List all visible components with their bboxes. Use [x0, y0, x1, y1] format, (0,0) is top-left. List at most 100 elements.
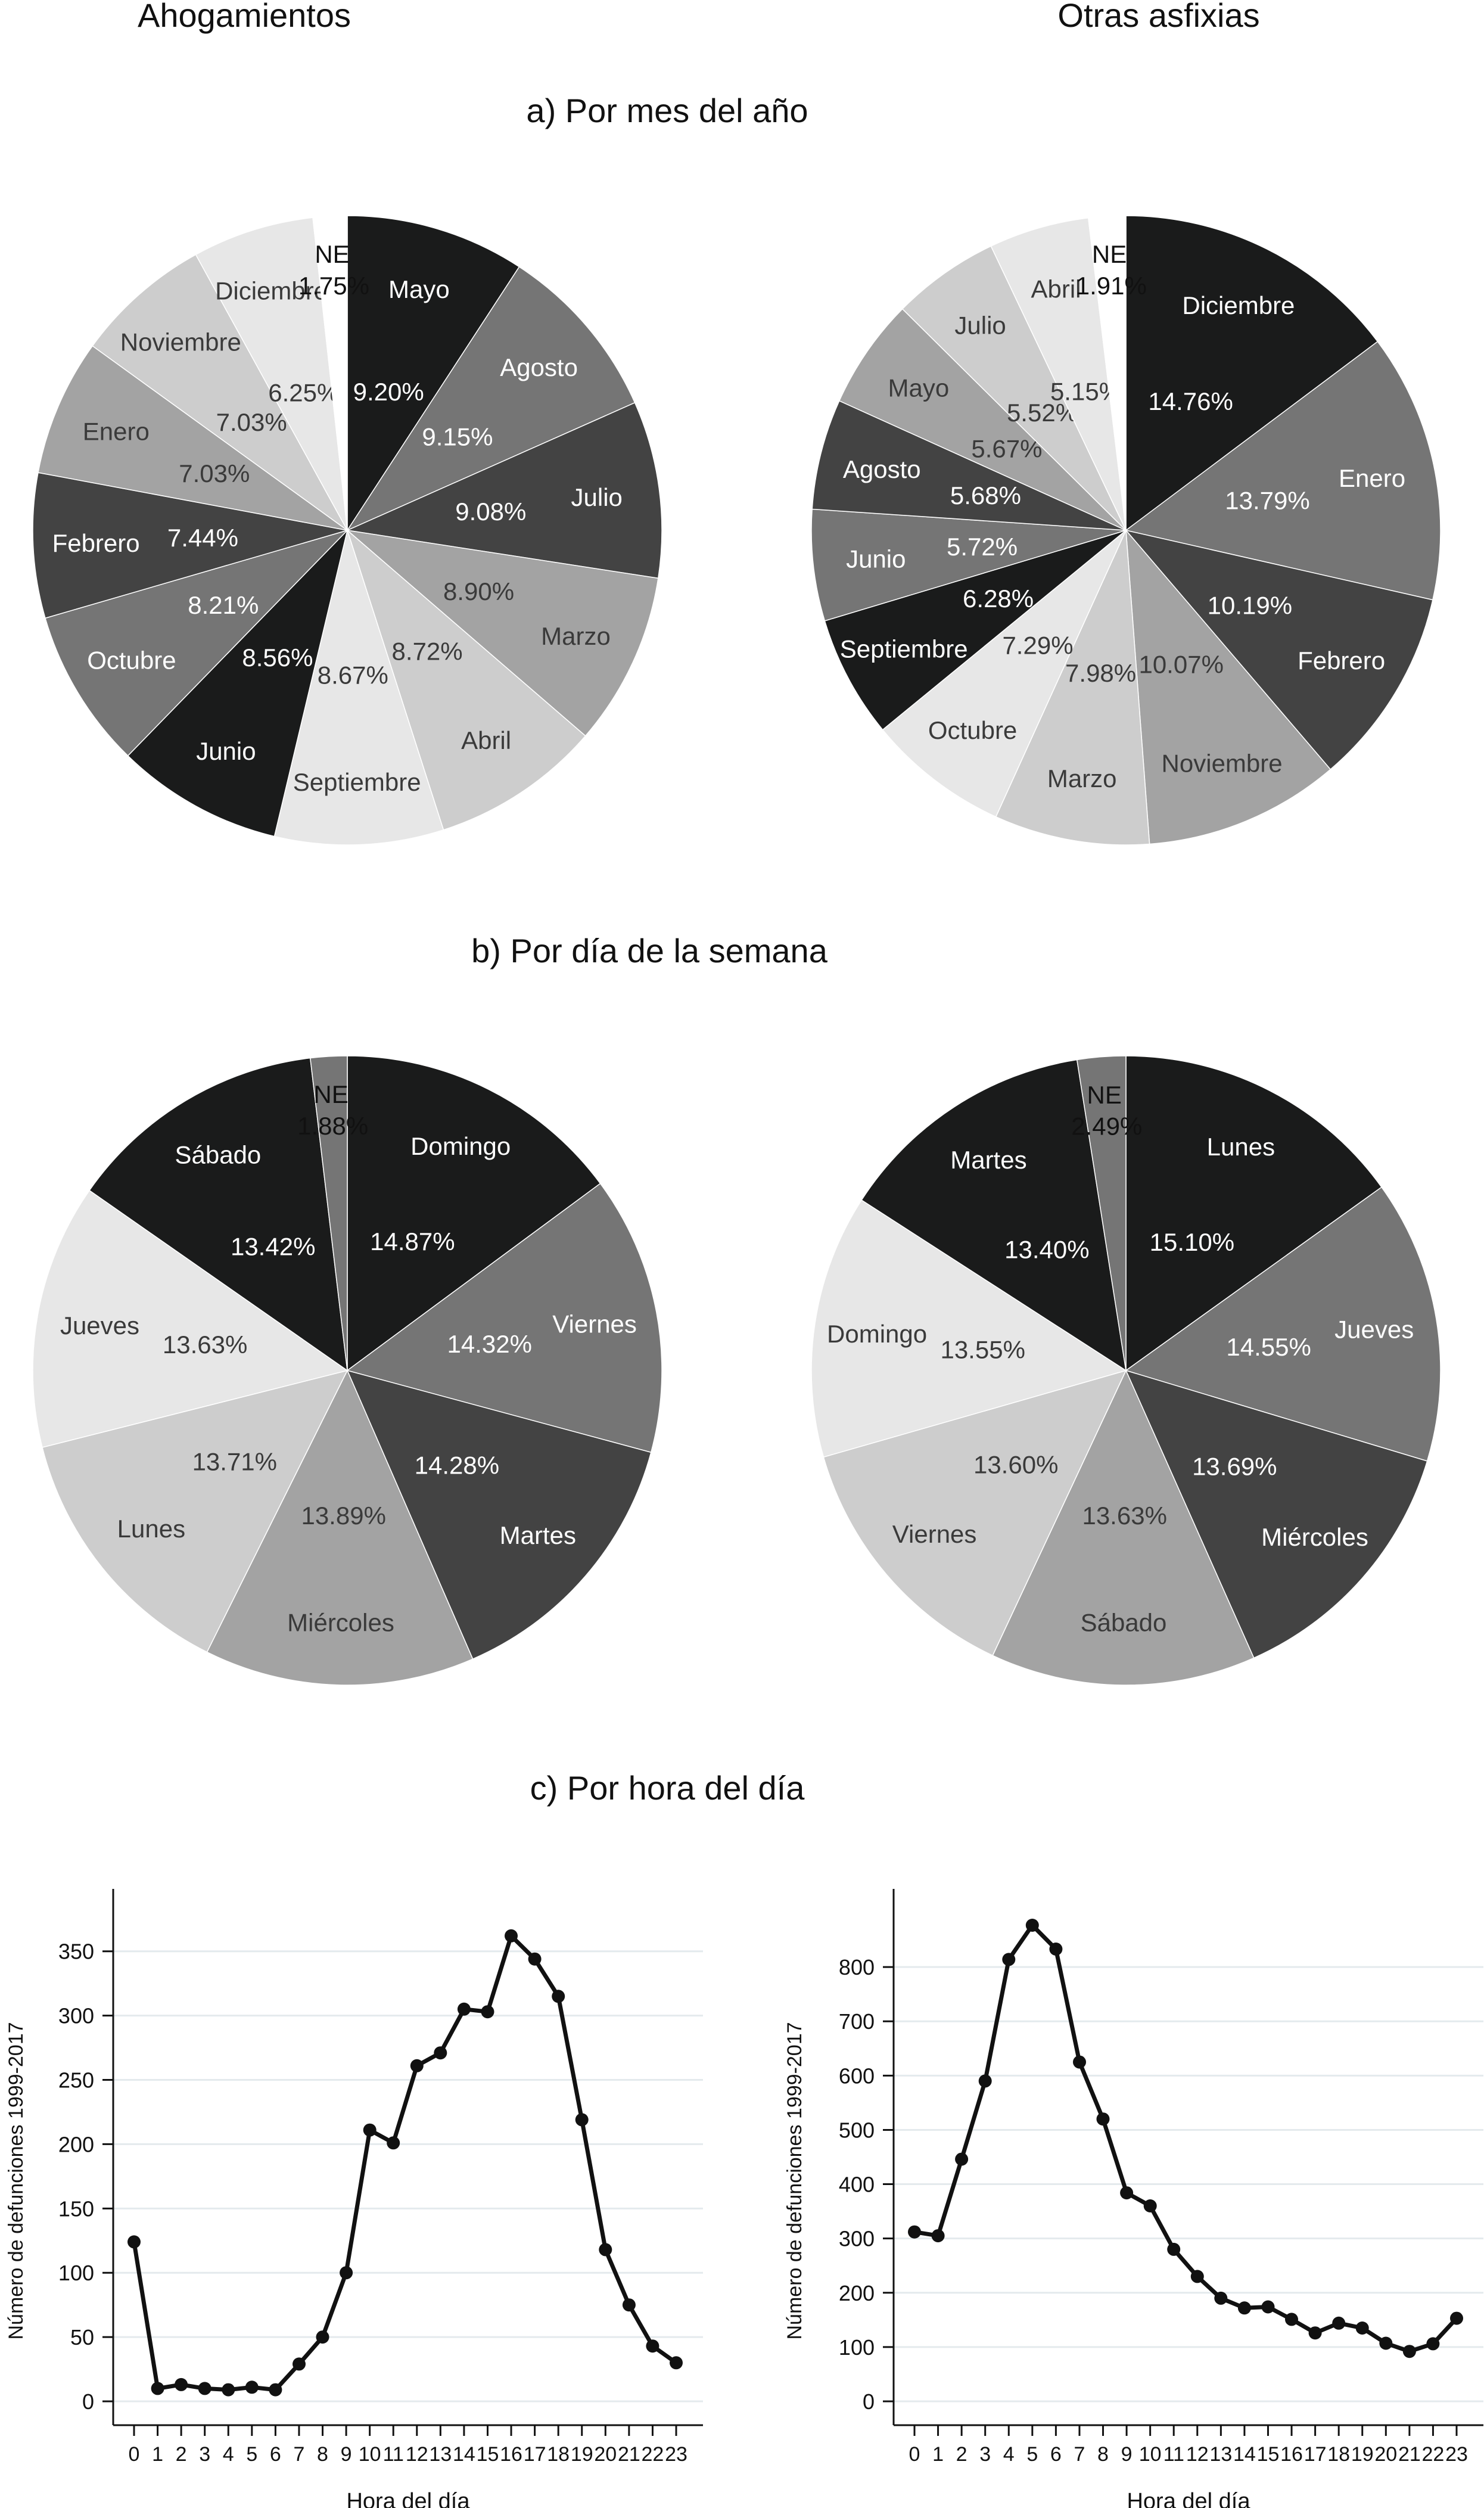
data-point	[1073, 2055, 1086, 2069]
pie-pct-julio: 9.08%	[455, 498, 526, 526]
data-point	[931, 2229, 945, 2243]
x-tick-label: 15	[477, 2443, 499, 2466]
data-point	[481, 2005, 494, 2019]
pie-slice-septiembre	[824, 530, 1127, 731]
x-tick-label: 12	[1186, 2443, 1209, 2466]
pie-label-julio: Julio	[571, 483, 623, 511]
data-point	[175, 2378, 188, 2391]
y-tick-label: 350	[58, 1940, 94, 1964]
pie-label-miercoles: Miércoles	[287, 1608, 394, 1636]
y-tick-label: 400	[839, 2173, 875, 2197]
x-tick-label: 0	[909, 2443, 920, 2466]
pie-slice-agosto	[811, 400, 1127, 531]
pie-pct-martes: 14.28%	[415, 1452, 499, 1480]
y-tick-label: 200	[839, 2281, 875, 2305]
section-title-month: a) Por mes del año	[526, 92, 808, 129]
pie-label-junio: Junio	[846, 545, 906, 573]
pie-pct-jueves: 14.55%	[1226, 1333, 1311, 1361]
section-title-hour: c) Por hora del día	[530, 1769, 805, 1807]
x-tick-label: 2	[176, 2443, 187, 2466]
data-point	[222, 2383, 235, 2397]
pie-pct-sabado: 13.42%	[231, 1233, 315, 1261]
pie-pct-domingo: 14.87%	[370, 1227, 455, 1255]
pie-label-junio: Junio	[196, 737, 256, 765]
data-point	[269, 2383, 282, 2397]
pie-label-marzo: Marzo	[541, 622, 611, 650]
data-point	[1355, 2321, 1369, 2335]
pie-label-julio: Julio	[954, 312, 1006, 340]
pie-pct-abril: 8.72%	[392, 638, 463, 666]
pie-label-viernes: Viernes	[552, 1310, 637, 1338]
data-point	[646, 2339, 659, 2353]
pie-slice-mayo	[347, 215, 520, 532]
y-tick-label: 100	[839, 2335, 875, 2360]
pie-pct-viernes: 13.60%	[973, 1451, 1058, 1479]
pie-slice-ne	[312, 215, 348, 531]
data-point	[1285, 2313, 1298, 2326]
pie-pct-lunes: 15.10%	[1150, 1228, 1234, 1256]
pie-slice-noviembre	[1125, 529, 1331, 845]
pie-pct-febrero: 10.19%	[1208, 592, 1292, 620]
pie-pct-febrero: 7.44%	[167, 524, 238, 552]
pie-slice-marzo	[346, 529, 659, 737]
x-tick-label: 13	[429, 2443, 452, 2466]
data-point	[1025, 1919, 1039, 1932]
x-tick-label: 11	[383, 2443, 404, 2466]
pie-label-jueves: Jueves	[60, 1312, 139, 1340]
pie-label-viernes: Viernes	[892, 1520, 977, 1548]
pie-label-septiembre: Septiembre	[293, 768, 421, 796]
pie-slice-noviembre	[92, 254, 348, 531]
pie-pct-ne: 1.91%	[1076, 272, 1147, 300]
data-point	[908, 2225, 921, 2239]
pie-pct-domingo: 13.55%	[940, 1336, 1025, 1364]
pie-pct-lunes: 13.71%	[192, 1447, 277, 1475]
pie-label-mayo: Mayo	[388, 275, 450, 303]
data-point	[457, 2002, 471, 2016]
data-point	[1096, 2112, 1110, 2126]
pie-slice-abril	[346, 529, 586, 831]
pie-slice-jueves	[1125, 1186, 1441, 1462]
pie-slice-sabado	[89, 1057, 348, 1372]
pie-label-noviembre: Noviembre	[120, 328, 241, 356]
y-tick-label: 150	[58, 2196, 94, 2221]
pie-label-marzo: Marzo	[1047, 764, 1117, 793]
y-axis-label: Número de defunciones 1999-2017	[5, 2022, 27, 2339]
data-point	[1450, 2311, 1463, 2325]
pie-slice-julio	[346, 402, 662, 579]
pie-label-martes: Martes	[500, 1521, 576, 1549]
pie-slice-lunes	[1125, 1055, 1383, 1372]
pie-pct-septiembre: 6.28%	[963, 585, 1034, 613]
pie-label-febrero: Febrero	[52, 529, 140, 557]
data-point	[1237, 2301, 1251, 2315]
x-tick-label: 3	[979, 2443, 991, 2466]
pie-pct-marzo: 8.90%	[443, 577, 514, 605]
data-point	[622, 2298, 636, 2312]
pie-label-septiembre: Septiembre	[840, 635, 968, 663]
pie-slice-miercoles	[206, 1369, 474, 1686]
series-line	[132, 1934, 678, 2392]
pie-label-octubre: Octubre	[928, 716, 1017, 744]
pie-slice-mayo	[838, 308, 1127, 531]
pie-slice-octubre	[45, 529, 349, 757]
pie-chart-day-ahogamientos: Domingo 14.87% Viernes 14.32% Martes 14.28% Mi…	[32, 1055, 662, 1686]
pie-pct-noviembre: 7.03%	[216, 408, 287, 436]
y-tick-label: 250	[58, 2068, 94, 2093]
section-title-day: b) Por día de la semana	[471, 932, 828, 969]
data-point	[528, 1952, 542, 1966]
pie-slice-diciembre	[195, 217, 348, 531]
x-tick-label: 6	[1050, 2443, 1062, 2466]
pie-label-octubre: Octubre	[87, 647, 176, 675]
column-header-left: Ahogamientos	[138, 0, 351, 34]
pie-label-febrero: Febrero	[1298, 647, 1385, 675]
x-tick-label: 21	[618, 2443, 640, 2466]
pie-label-lunes: Lunes	[1207, 1133, 1275, 1161]
y-tick-label: 200	[58, 2132, 94, 2156]
pie-label-lunes: Lunes	[117, 1515, 185, 1543]
pie-label-agosto: Agosto	[843, 455, 921, 483]
data-point	[978, 2074, 992, 2088]
pie-label-sabado: Sábado	[1081, 1608, 1167, 1636]
pie-slice-septiembre	[273, 529, 444, 846]
data-point	[1167, 2242, 1181, 2256]
x-tick-label: 21	[1398, 2443, 1421, 2466]
